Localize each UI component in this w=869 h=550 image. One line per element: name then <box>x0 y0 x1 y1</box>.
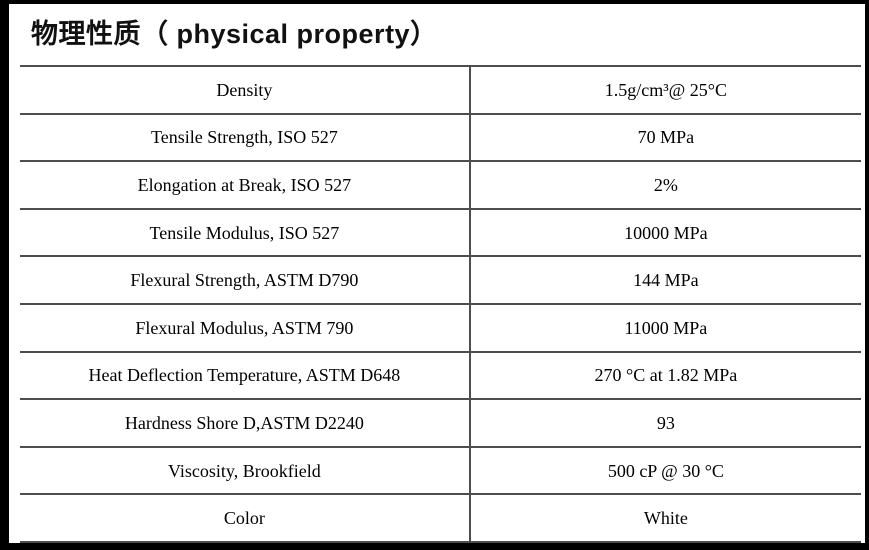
table-row-density: Density 1.5g/cm³@ 25°C <box>20 67 861 115</box>
property-name-cell: Tensile Modulus, ISO 527 <box>20 209 471 256</box>
table-row-tensile-modulus: Tensile Modulus, ISO 527 10000 MPa <box>20 209 861 258</box>
property-name-cell: Heat Deflection Temperature, ASTM D648 <box>20 352 471 399</box>
property-name-cell: Color <box>20 495 471 541</box>
property-name-cell: Flexural Modulus, ASTM 790 <box>20 304 471 351</box>
table-row-elongation: Elongation at Break, ISO 527 2% <box>20 162 861 210</box>
property-name-cell: Viscosity, Brookfield <box>20 447 471 494</box>
property-name-cell: Tensile Strength, ISO 527 <box>20 114 471 161</box>
property-value-cell: 2% <box>653 174 678 195</box>
page-title-text: 物理性质（ physical property） <box>31 19 438 49</box>
property-value-cell: 11000 MPa <box>624 317 708 338</box>
table-row-viscosity: Viscosity, Brookfield 500 cP @ 30 °C <box>20 447 861 496</box>
table-row-tensile-strength: Tensile Strength, ISO 527 70 MPa <box>20 114 861 163</box>
table-row-hardness: Hardness Shore D,ASTM D2240 93 <box>20 400 861 448</box>
property-value-cell: 144 MPa <box>633 270 699 291</box>
page-title: 物理性质（ physical property） <box>31 16 865 52</box>
property-value-cell: 10000 MPa <box>624 222 708 243</box>
table-row-heat-deflection: Heat Deflection Temperature, ASTM D648 2… <box>20 352 861 401</box>
property-name-cell: Elongation at Break, ISO 527 <box>20 162 471 208</box>
property-name-cell: Hardness Shore D,ASTM D2240 <box>20 400 471 446</box>
table-row-flexural-modulus: Flexural Modulus, ASTM 790 11000 MPa <box>20 304 861 353</box>
property-value-cell: 270 °C at 1.82 MPa <box>594 365 738 386</box>
property-value-cell: 1.5g/cm³@ 25°C <box>604 79 727 100</box>
property-value-cell: White <box>643 508 688 529</box>
property-name-cell: Flexural Strength, ASTM D790 <box>20 257 471 303</box>
property-value-cell: 93 <box>656 412 675 433</box>
property-name-cell: Density <box>20 67 471 113</box>
physical-property-table: Density 1.5g/cm³@ 25°C Tensile Strength,… <box>20 65 861 543</box>
table-row-color: Color White <box>20 495 861 541</box>
table-row-flexural-strength: Flexural Strength, ASTM D790 144 MPa <box>20 257 861 305</box>
property-value-cell: 500 cP @ 30 °C <box>607 460 724 481</box>
property-value-cell: 70 MPa <box>637 127 695 148</box>
